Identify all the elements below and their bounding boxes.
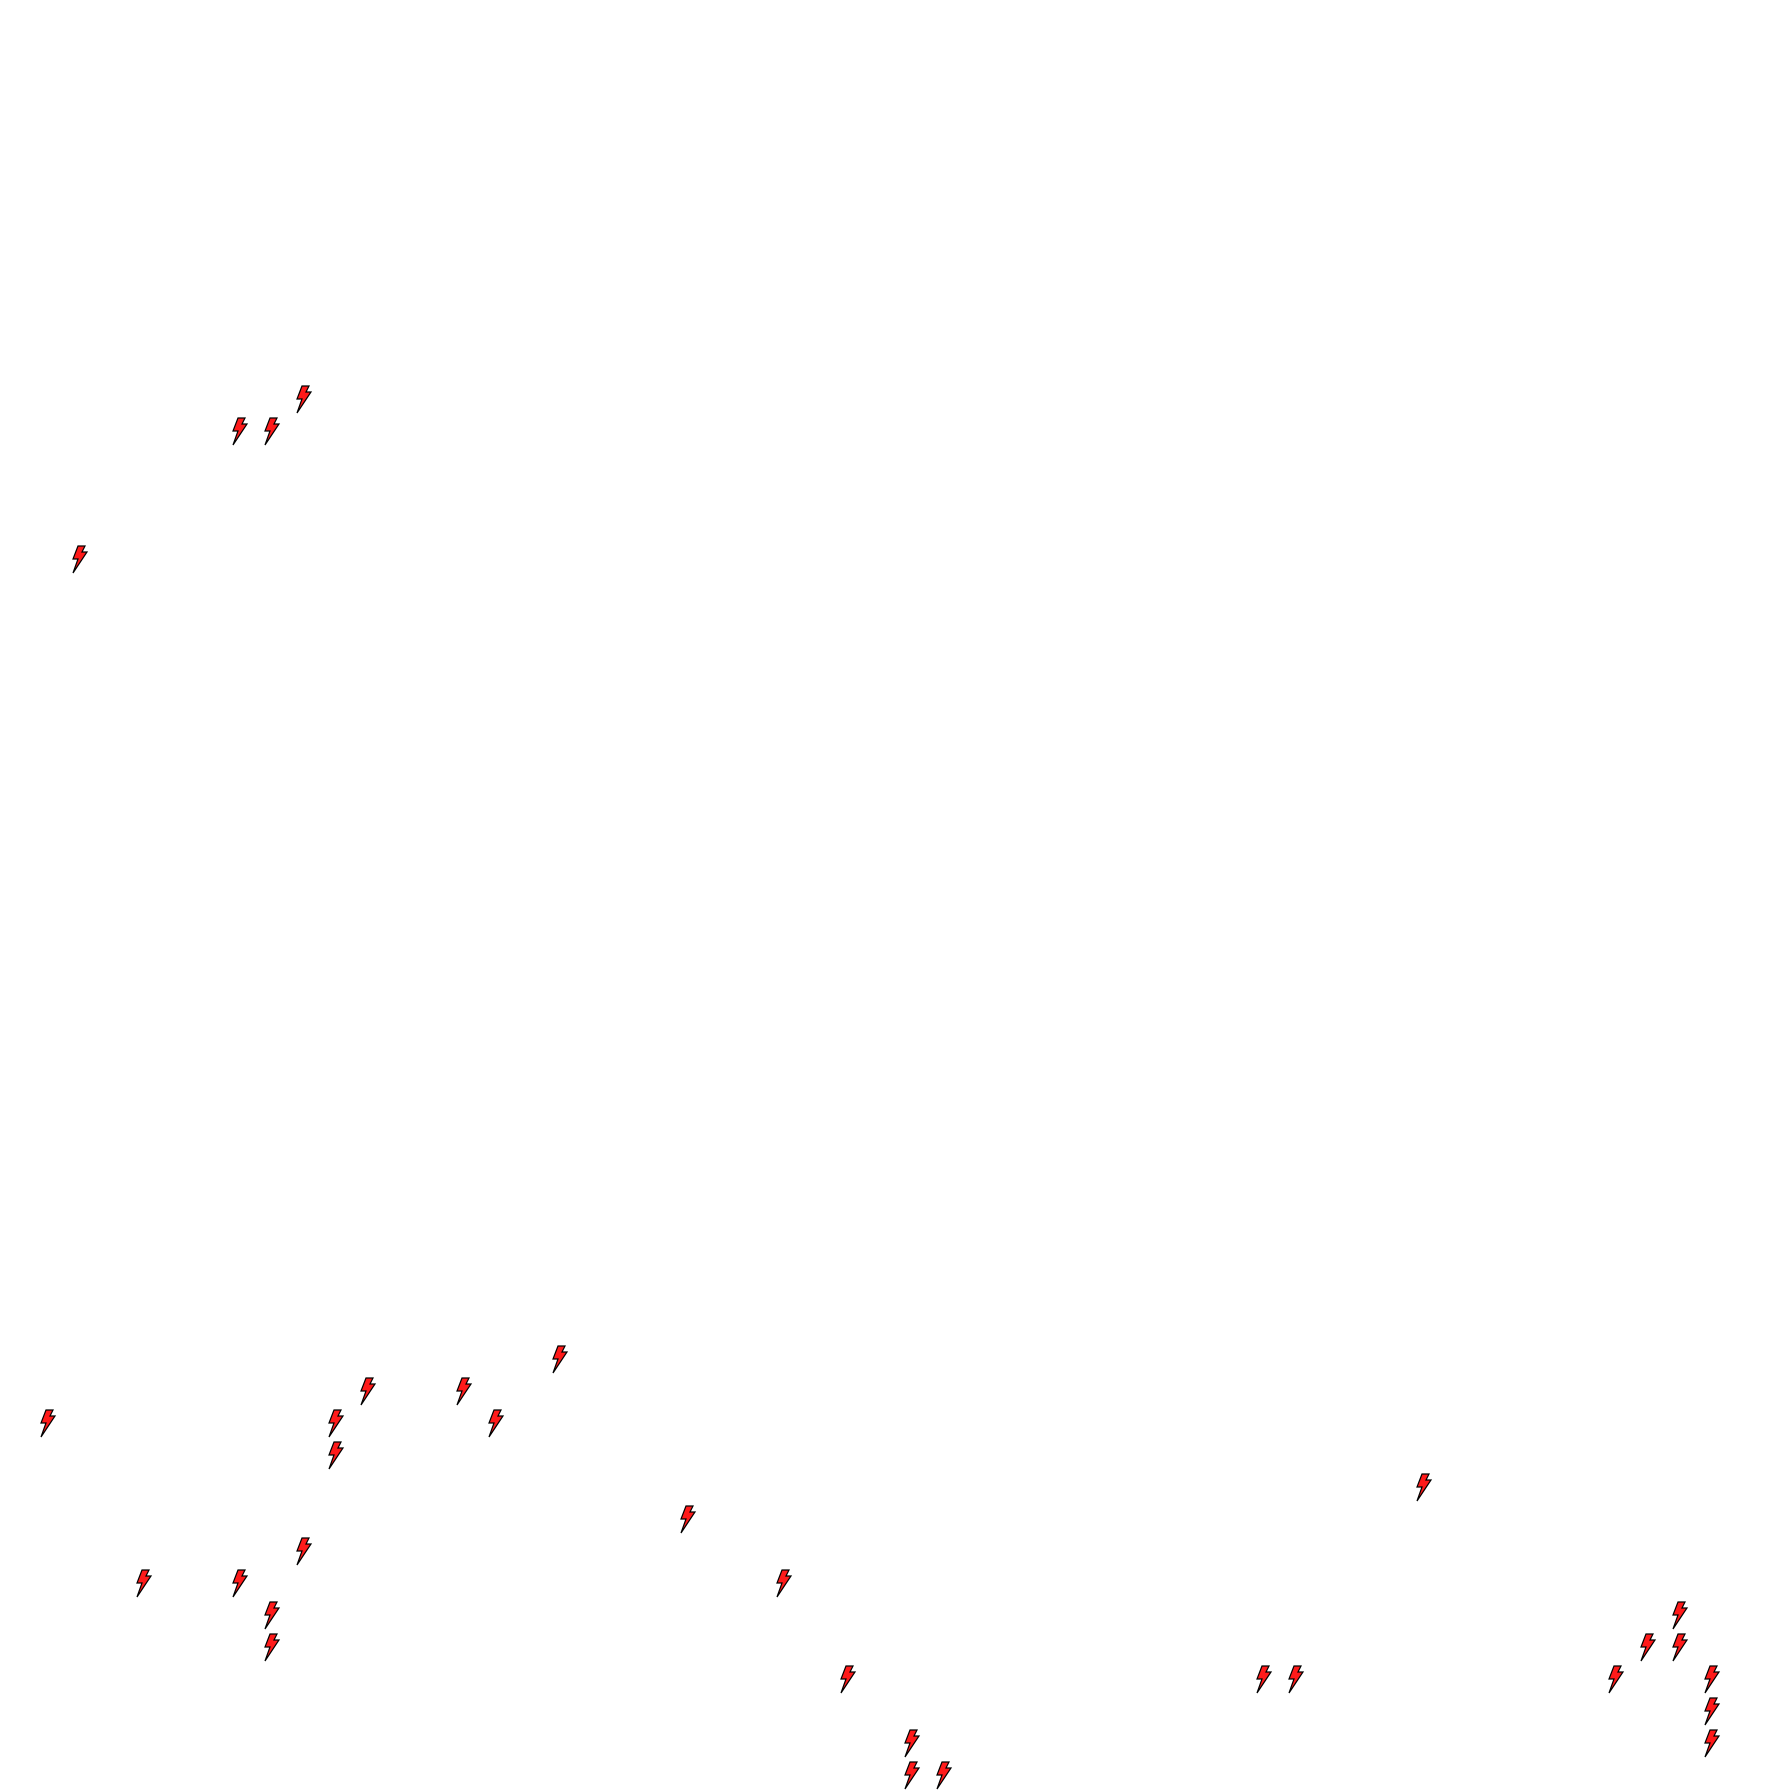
lightning-bolt-icon[interactable] (679, 1505, 698, 1535)
lightning-bolt-icon[interactable] (935, 1761, 954, 1791)
lightning-bolt-icon[interactable] (135, 1569, 154, 1599)
lightning-bolt-icon[interactable] (903, 1761, 922, 1791)
lightning-bolt-icon[interactable] (1639, 1633, 1658, 1663)
lightning-bolt-icon[interactable] (327, 1441, 346, 1471)
lightning-bolt-icon[interactable] (551, 1345, 570, 1375)
lightning-bolt-icon[interactable] (1287, 1665, 1306, 1695)
lightning-bolt-icon[interactable] (1415, 1473, 1434, 1503)
lightning-bolt-icon[interactable] (1255, 1665, 1274, 1695)
lightning-bolt-icon[interactable] (359, 1377, 378, 1407)
lightning-bolt-icon[interactable] (1671, 1601, 1690, 1631)
lightning-bolt-icon[interactable] (327, 1409, 346, 1439)
lightning-bolt-icon[interactable] (231, 417, 250, 447)
lightning-bolt-icon[interactable] (775, 1569, 794, 1599)
lightning-bolt-icon[interactable] (487, 1409, 506, 1439)
lightning-bolt-icon[interactable] (295, 385, 314, 415)
lightning-bolt-icon[interactable] (295, 1537, 314, 1567)
lightning-bolt-icon[interactable] (39, 1409, 58, 1439)
lightning-bolt-icon[interactable] (1703, 1729, 1722, 1759)
lightning-bolt-icon[interactable] (263, 1601, 282, 1631)
lightning-bolt-icon[interactable] (71, 545, 90, 575)
lightning-bolt-icon[interactable] (455, 1377, 474, 1407)
lightning-bolt-icon[interactable] (1703, 1697, 1722, 1727)
lightning-bolt-icon[interactable] (263, 1633, 282, 1663)
lightning-bolt-icon[interactable] (1671, 1633, 1690, 1663)
lightning-bolt-icon[interactable] (839, 1665, 858, 1695)
lightning-bolt-icon[interactable] (263, 417, 282, 447)
lightning-bolt-icon[interactable] (231, 1569, 250, 1599)
lightning-bolt-icon[interactable] (1607, 1665, 1626, 1695)
lightning-bolt-icon[interactable] (903, 1729, 922, 1759)
lightning-bolt-icon[interactable] (1703, 1665, 1722, 1695)
